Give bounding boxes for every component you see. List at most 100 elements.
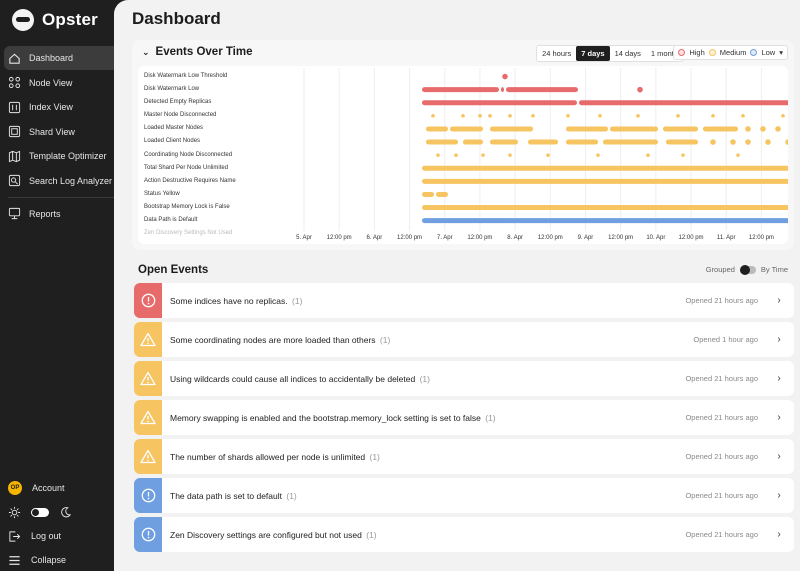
chevron-right-icon[interactable]: › (777, 334, 781, 345)
timeline-event-bar[interactable] (426, 126, 448, 132)
timeline-event-dot[interactable] (431, 114, 435, 118)
timeline-event-dot[interactable] (745, 139, 751, 145)
collapse-button[interactable]: Collapse (0, 548, 130, 571)
timeline-event-dot[interactable] (730, 139, 736, 145)
timeline-event-bar[interactable] (422, 218, 788, 224)
account-button[interactable]: OP Account (0, 476, 130, 500)
group-toggle[interactable] (739, 264, 756, 275)
timeline-event-bar[interactable] (603, 139, 658, 145)
timeline-event-bar[interactable] (422, 100, 577, 106)
range-1-month[interactable]: 1 month (650, 49, 678, 58)
open-event-row[interactable]: The data path is set to default (1) Opene… (134, 478, 794, 513)
severity-indicator (134, 361, 162, 396)
open-event-row[interactable]: Using wildcards could cause all indices … (134, 361, 794, 396)
theme-toggle[interactable] (31, 507, 49, 517)
timeline-event-dot[interactable] (636, 114, 640, 118)
range-7-days[interactable]: 7 days (576, 46, 610, 61)
timeline-x-tick: 12:00 pm (538, 235, 563, 241)
timeline-event-bar[interactable] (490, 139, 518, 145)
timeline-event-dot[interactable] (461, 114, 465, 118)
timeline-event-dot[interactable] (566, 114, 570, 118)
sidebar-item-reports[interactable]: Reports (4, 202, 126, 226)
timeline-event-dot[interactable] (454, 153, 458, 157)
chevron-right-icon[interactable]: › (777, 295, 781, 306)
menu-icon (9, 555, 20, 565)
timeline-event-dot[interactable] (710, 139, 716, 145)
timeline-event-bar[interactable] (666, 139, 698, 145)
timeline-event-bar[interactable] (663, 126, 698, 132)
range-14-days[interactable]: 14 days (614, 49, 641, 58)
timeline-event-dot[interactable] (478, 114, 482, 118)
timeline-event-dot[interactable] (785, 139, 788, 145)
timeline-event-bar[interactable] (450, 126, 483, 132)
brand[interactable]: Opster (12, 9, 98, 31)
timeline-event-dot[interactable] (775, 126, 781, 132)
events-over-time-header[interactable]: ⌄ Events Over Time (142, 46, 253, 58)
timeline-event-bar[interactable] (501, 87, 504, 93)
timeline-event-dot[interactable] (596, 153, 600, 157)
timeline-event-dot[interactable] (760, 126, 766, 132)
timeline-event-dot[interactable] (765, 139, 771, 145)
severity-low-label: Low (761, 48, 776, 57)
timeline-row-label: Coordinating Node Disconnected (144, 151, 233, 158)
timeline-event-bar[interactable] (422, 205, 788, 211)
open-event-row[interactable]: Memory swapping is enabled and the boots… (134, 400, 794, 435)
timeline-event-dot[interactable] (436, 153, 440, 157)
timeline-event-dot[interactable] (508, 114, 512, 118)
open-event-row[interactable]: Some coordinating nodes are more loaded … (134, 322, 794, 357)
timeline-event-dot[interactable] (637, 86, 643, 93)
timeline-event-bar[interactable] (490, 126, 533, 132)
sidebar-item-search-log-analyzer[interactable]: Search Log Analyzer (4, 169, 126, 193)
sidebar-item-dashboard[interactable]: Dashboard › (4, 46, 126, 70)
timeline-event-bar[interactable] (426, 139, 458, 145)
timeline-event-bar[interactable] (436, 191, 448, 197)
chevron-right-icon[interactable]: › (777, 373, 781, 384)
timeline-event-dot[interactable] (546, 153, 550, 157)
sidebar-item-shard-view[interactable]: Shard View (4, 120, 126, 144)
timeline-event-dot[interactable] (681, 153, 685, 157)
timeline-event-dot[interactable] (508, 153, 512, 157)
timeline-event-bar[interactable] (566, 139, 598, 145)
chevron-right-icon[interactable]: › (777, 529, 781, 540)
timeline-event-dot[interactable] (502, 73, 508, 80)
timeline-row-label: Action Destructive Requires Name (144, 177, 236, 184)
range-24-hours[interactable]: 24 hours (542, 49, 572, 58)
timeline-event-dot[interactable] (676, 114, 680, 118)
open-event-time: Opened 21 hours ago (685, 374, 758, 383)
timeline-event-bar[interactable] (422, 165, 788, 171)
timeline-event-dot[interactable] (745, 126, 751, 132)
sidebar-item-template-optimizer[interactable]: Template Optimizer (4, 144, 126, 168)
open-events-list: Some indices have no replicas. (1) Opened… (134, 283, 794, 556)
timeline-event-bar[interactable] (610, 126, 658, 132)
timeline-event-dot[interactable] (481, 153, 485, 157)
timeline-event-dot[interactable] (488, 114, 492, 118)
timeline-event-bar[interactable] (422, 87, 499, 93)
timeline-event-dot[interactable] (741, 114, 745, 118)
chevron-right-icon[interactable]: › (777, 412, 781, 423)
timeline-event-bar[interactable] (422, 191, 434, 197)
timeline-event-bar[interactable] (506, 87, 578, 93)
open-event-message: The data path is set to default (170, 490, 282, 501)
severity-filter[interactable]: High Medium Low ▾ (673, 45, 788, 60)
timeline-event-dot[interactable] (531, 114, 535, 118)
timeline-event-bar[interactable] (703, 126, 738, 132)
events-over-time-title: Events Over Time (155, 46, 253, 58)
timeline-event-dot[interactable] (646, 153, 650, 157)
open-event-row[interactable]: The number of shards allowed per node is… (134, 439, 794, 474)
open-event-row[interactable]: Zen Discovery settings are configured bu… (134, 517, 794, 552)
logout-button[interactable]: Log out (0, 524, 130, 548)
timeline-event-dot[interactable] (781, 114, 785, 118)
timeline-event-bar[interactable] (463, 139, 483, 145)
timeline-event-dot[interactable] (711, 114, 715, 118)
chevron-right-icon[interactable]: › (777, 490, 781, 501)
open-event-row[interactable]: Some indices have no replicas. (1) Opened… (134, 283, 794, 318)
timeline-event-bar[interactable] (566, 126, 608, 132)
timeline-event-bar[interactable] (528, 139, 558, 145)
timeline-event-bar[interactable] (579, 100, 788, 106)
timeline-event-bar[interactable] (422, 178, 788, 184)
chevron-right-icon[interactable]: › (777, 451, 781, 462)
sidebar-item-node-view[interactable]: Node View (4, 71, 126, 95)
timeline-event-dot[interactable] (598, 114, 602, 118)
timeline-event-dot[interactable] (736, 153, 740, 157)
sidebar-item-index-view[interactable]: Index View (4, 95, 126, 119)
